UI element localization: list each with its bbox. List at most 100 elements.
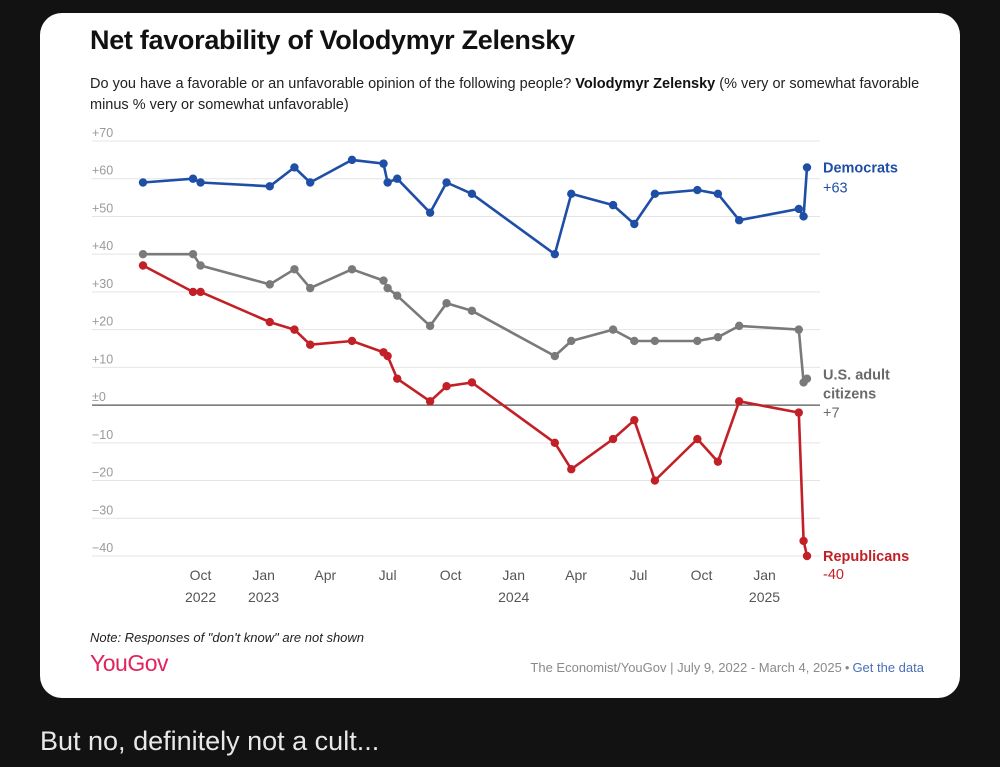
data-point	[802, 374, 812, 383]
data-point	[196, 261, 205, 270]
subtitle-definition: (% very or somewhat favorable minus % ve…	[90, 76, 920, 113]
data-point	[693, 336, 702, 346]
y-tick-label: −10	[92, 428, 113, 442]
y-tick-label: −30	[92, 503, 113, 517]
data-point	[379, 276, 388, 285]
data-point	[393, 291, 402, 300]
data-point	[734, 397, 744, 406]
x-tick-year-label: 2023	[248, 589, 279, 605]
data-point	[442, 382, 451, 391]
data-point	[305, 340, 315, 349]
series-line	[141, 264, 809, 558]
data-point	[393, 374, 402, 383]
chart-subtitle: Do you have a favorable or an unfavorabl…	[90, 74, 930, 116]
data-point	[425, 321, 435, 331]
data-point	[608, 200, 618, 210]
y-tick-label: +30	[92, 277, 113, 291]
y-tick-label: +20	[92, 315, 113, 329]
end-value-democrats: +63	[823, 180, 848, 196]
data-point	[347, 336, 357, 346]
data-point	[567, 465, 576, 474]
y-tick-label: +40	[92, 239, 113, 253]
data-point	[799, 212, 808, 221]
data-point	[188, 174, 198, 183]
subtitle-question: Do you have a favorable or an unfavorabl…	[90, 76, 572, 92]
get-the-data-link[interactable]: Get the data	[852, 660, 924, 675]
data-point	[650, 336, 660, 346]
source-text: The Economist/YouGov | July 9, 2022 - Ma…	[530, 660, 842, 675]
chart-card: Net favorability of Volodymyr Zelensky D…	[40, 13, 960, 698]
data-point	[713, 332, 723, 342]
data-point	[734, 321, 744, 331]
y-tick-label: −40	[92, 541, 113, 555]
data-point	[630, 219, 639, 229]
legend-label-us-adults-cont: citizens	[823, 387, 876, 403]
data-point	[467, 189, 477, 199]
data-point	[442, 178, 451, 187]
legend-label-republicans: Republicans	[823, 549, 909, 565]
data-point	[550, 438, 560, 448]
data-point	[794, 325, 803, 334]
data-point	[265, 280, 274, 289]
data-point	[802, 551, 812, 561]
data-point	[608, 325, 618, 334]
x-tick-label: Apr	[314, 567, 336, 583]
data-point	[305, 178, 315, 187]
data-point	[347, 265, 357, 274]
data-point	[567, 189, 576, 199]
data-point	[630, 336, 639, 346]
data-point	[196, 287, 205, 297]
series-line	[141, 158, 809, 256]
data-point	[608, 434, 618, 444]
chart-note: Note: Responses of "don't know" are not …	[90, 630, 365, 645]
x-tick-year-label: 2025	[749, 589, 780, 605]
data-point	[290, 163, 299, 172]
post-caption: But no, definitely not a cult...	[40, 726, 380, 756]
y-tick-label: −20	[92, 466, 113, 480]
data-point	[290, 265, 299, 274]
x-tick-label: Jan	[502, 567, 525, 583]
data-point	[713, 189, 723, 199]
data-point	[305, 283, 315, 293]
x-tick-label: Jul	[629, 567, 647, 583]
x-tick-label: Jul	[379, 567, 397, 583]
data-point	[425, 208, 435, 217]
end-value-republicans: -40	[823, 567, 844, 583]
x-tick-year-label: 2022	[185, 589, 216, 605]
data-point	[196, 178, 205, 187]
data-point	[379, 159, 388, 168]
data-point	[567, 336, 576, 346]
data-point	[265, 317, 274, 327]
data-point	[138, 178, 148, 187]
data-point	[550, 351, 560, 361]
data-point	[265, 182, 274, 191]
line-chart: +70 +60 +50 +40 +30 +20 +10 ±0 −10 −20 −30 −40 Oct 20…	[92, 126, 909, 605]
y-tick-label: +60	[92, 164, 113, 178]
data-point	[467, 306, 477, 315]
end-value-us-adults: +7	[823, 406, 840, 422]
data-point	[347, 155, 357, 165]
source-separator: •	[844, 660, 850, 675]
data-point	[734, 216, 744, 225]
x-tick-label: Oct	[440, 567, 462, 583]
data-point	[799, 536, 808, 546]
data-point	[188, 249, 198, 259]
data-point	[383, 283, 392, 293]
data-point	[630, 415, 639, 425]
data-point	[383, 178, 392, 187]
data-point	[713, 457, 723, 466]
x-tick-label: Oct	[190, 567, 212, 583]
x-tick-label: Jan	[753, 567, 776, 583]
data-point	[693, 434, 702, 444]
y-tick-label: +10	[92, 352, 113, 366]
data-point	[794, 408, 803, 417]
legend-label-us-adults: U.S. adult	[823, 368, 890, 384]
data-point	[442, 299, 451, 308]
data-point	[188, 287, 198, 297]
chart-source: The Economist/YouGov | July 9, 2022 - Ma…	[530, 660, 924, 675]
chart-title: Net favorability of Volodymyr Zelensky	[90, 25, 575, 55]
series-line	[141, 252, 809, 384]
data-point	[802, 163, 812, 172]
y-tick-label: ±0	[92, 390, 106, 404]
x-tick-label: Jan	[252, 567, 275, 583]
